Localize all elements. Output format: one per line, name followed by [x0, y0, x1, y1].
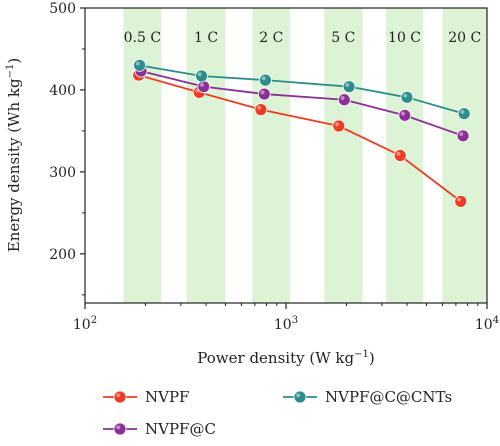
x-tick-label: 104	[475, 315, 499, 333]
c-rate-label: 10 C	[388, 30, 421, 46]
data-point-highlight	[345, 82, 350, 87]
data-point-highlight	[403, 93, 408, 98]
data-point	[456, 129, 470, 143]
data-point	[393, 149, 407, 162]
legend-item: NVPF@C	[103, 420, 216, 438]
c-rate-label: 1 C	[194, 30, 218, 46]
data-point-highlight	[459, 132, 464, 137]
data-point-highlight	[135, 61, 140, 66]
legend: NVPF NVPF@C NVPF@C@CNTs	[103, 388, 452, 438]
data-point-highlight	[334, 122, 339, 127]
legend-marker	[113, 422, 127, 436]
data-point	[400, 90, 414, 104]
c-rate-label: 5 C	[331, 30, 355, 46]
series-group	[132, 58, 471, 208]
data-point	[332, 119, 346, 133]
y-tick-label: 400	[49, 83, 76, 99]
legend-marker-highlight	[116, 393, 121, 398]
legend-item: NVPF@C@CNTs	[283, 388, 452, 406]
legend-item: NVPF	[103, 388, 189, 406]
y-axis: 200 300 400 500	[49, 1, 85, 296]
data-point	[133, 58, 147, 72]
data-point	[457, 107, 471, 121]
data-point-highlight	[200, 82, 205, 87]
series-nvpf-c-cnts	[133, 58, 471, 121]
c-rate-band	[324, 8, 363, 303]
legend-label: NVPF@C@CNTs	[325, 388, 452, 406]
data-point-highlight	[197, 72, 202, 77]
legend-marker-highlight	[116, 425, 121, 430]
legend-marker-highlight	[296, 393, 301, 398]
data-point	[254, 103, 268, 117]
legend-label: NVPF@C	[145, 420, 216, 438]
c-rate-label: 20 C	[448, 30, 481, 46]
data-point-highlight	[257, 105, 262, 110]
c-rate-bands	[123, 8, 487, 303]
series-line	[139, 64, 465, 115]
x-tick-label: 103	[274, 315, 298, 333]
c-rate-label: 2 C	[259, 30, 283, 46]
data-point-highlight	[260, 90, 265, 95]
data-point	[454, 194, 468, 208]
data-point-highlight	[401, 111, 406, 116]
c-rate-label: 0.5 C	[124, 30, 161, 46]
x-tick-label: 102	[73, 315, 97, 333]
data-point-highlight	[460, 109, 465, 114]
x-axis-title: Power density (W kg−1)	[197, 349, 374, 367]
c-rate-band	[123, 8, 162, 303]
data-point	[337, 93, 351, 107]
data-point	[259, 73, 272, 87]
data-point	[257, 87, 271, 101]
legend-marker	[113, 390, 127, 404]
c-rate-band	[252, 8, 291, 303]
series-line	[140, 70, 464, 137]
x-axis: 102 103 104	[73, 303, 499, 333]
c-rate-band	[186, 8, 226, 303]
y-tick-label: 500	[49, 1, 76, 17]
y-axis-title: Energy density (Wh kg−1)	[5, 58, 23, 252]
data-point-highlight	[396, 151, 401, 156]
y-tick-label: 300	[49, 165, 76, 181]
c-rate-band	[442, 8, 487, 303]
series-line	[138, 74, 462, 203]
data-point-highlight	[340, 95, 345, 100]
data-point	[197, 80, 211, 94]
data-point	[342, 80, 356, 94]
legend-marker	[293, 390, 307, 404]
data-point-highlight	[456, 197, 461, 202]
data-point-highlight	[261, 76, 266, 81]
data-point	[398, 108, 412, 122]
c-rate-labels: 0.5 C 1 C 2 C 5 C 10 C 20 C	[124, 30, 482, 46]
legend-label: NVPF	[145, 388, 189, 406]
y-tick-label: 200	[49, 247, 76, 263]
data-point	[195, 69, 208, 83]
